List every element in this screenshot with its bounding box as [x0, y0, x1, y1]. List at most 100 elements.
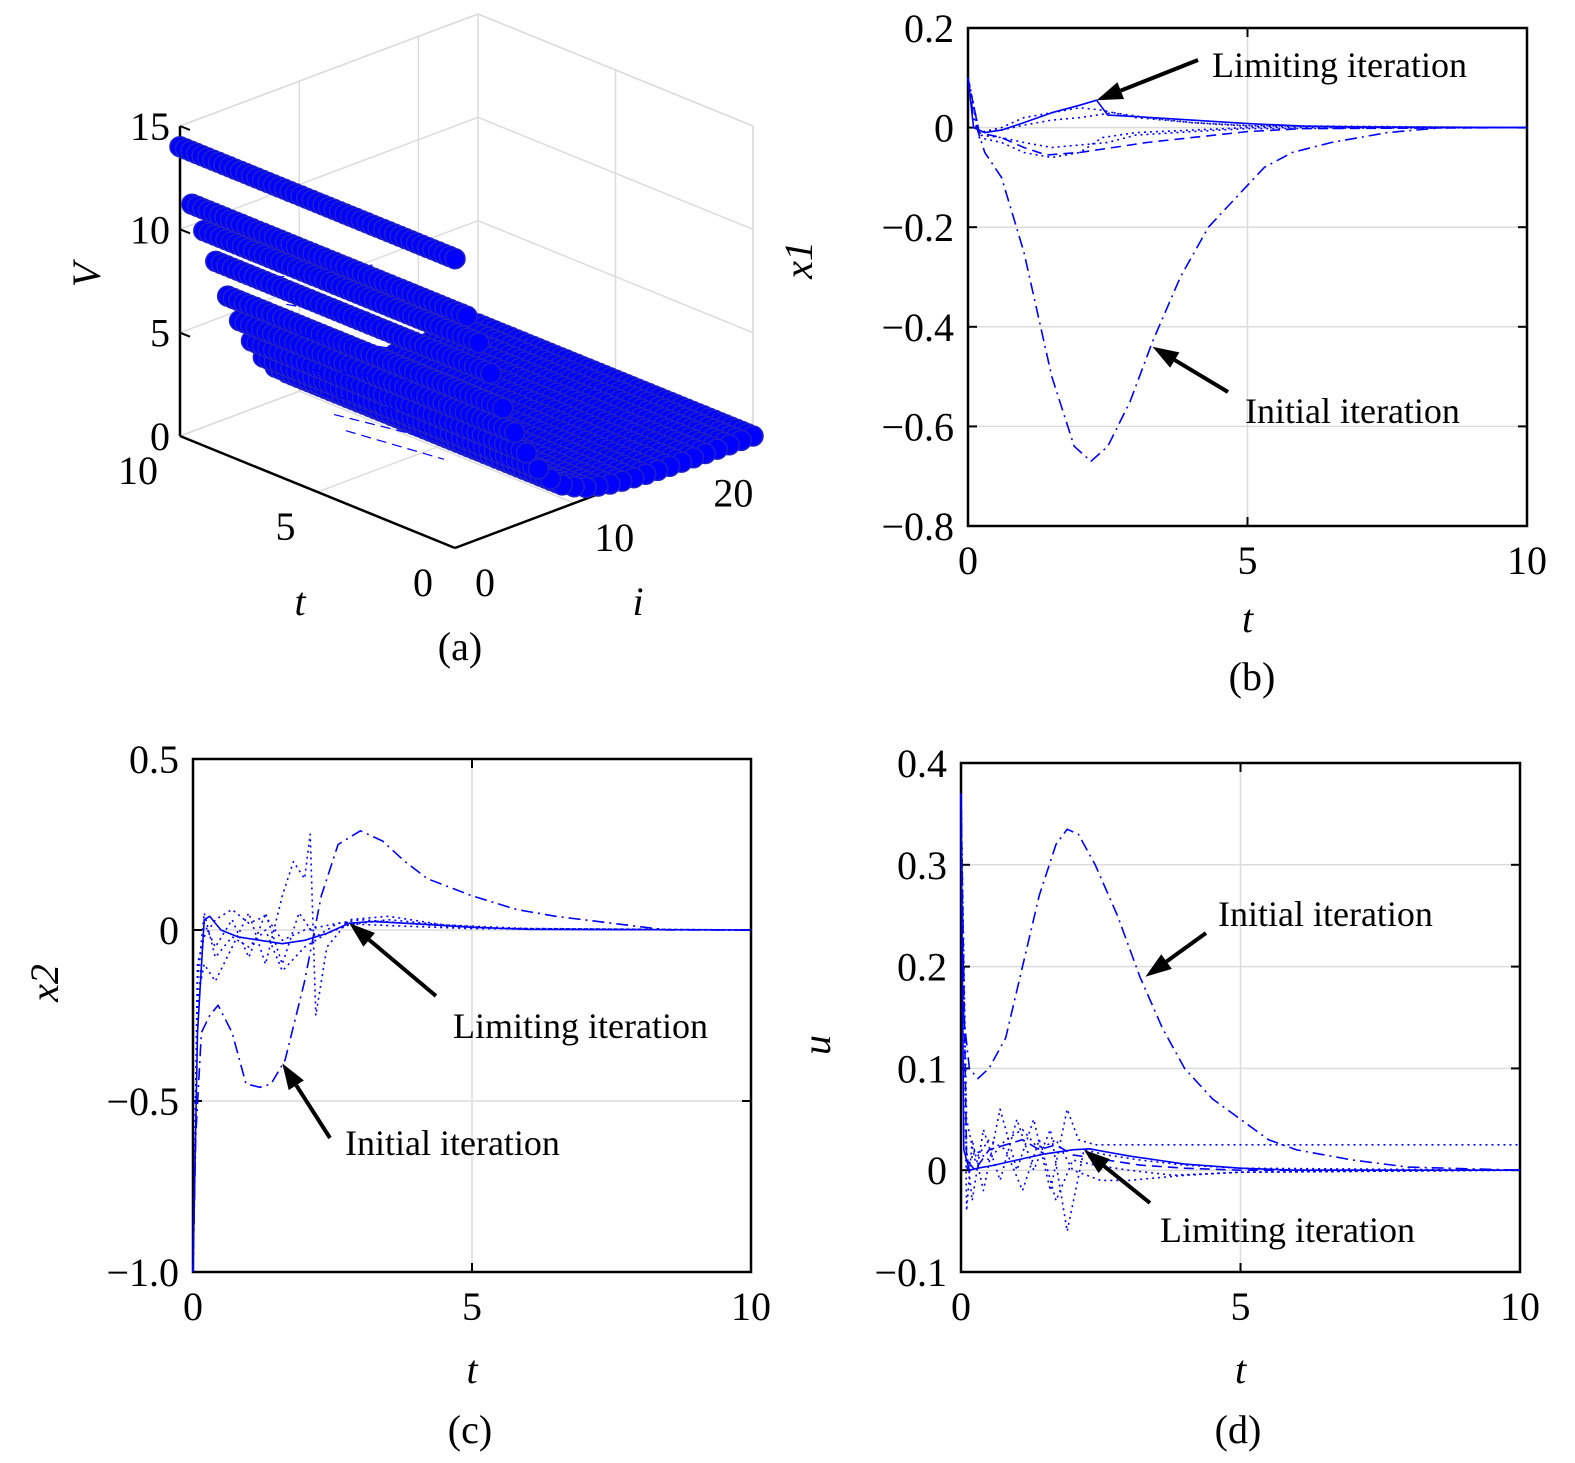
v-trend-dashed [310, 369, 409, 381]
panel-caption: (d) [1215, 1407, 1262, 1452]
series-line-dotted [960, 793, 1521, 1233]
annotation-arrow-head [1152, 346, 1180, 368]
y-tick-label: 0 [934, 106, 954, 151]
y-tick-label: −0.6 [881, 404, 954, 449]
t-tick-label: 10 [118, 448, 158, 493]
annotation-arrow-shaft [367, 938, 438, 998]
series-line-dotted [967, 77, 1528, 134]
i-tick-label: 10 [594, 515, 634, 560]
t-tick-label: 5 [276, 504, 296, 549]
series-line-dashed [967, 77, 1528, 156]
v-marker [444, 247, 466, 270]
x-tick-label: 0 [958, 538, 978, 583]
i-tick-label: 0 [475, 560, 495, 605]
x-axis-label: t [1235, 1347, 1247, 1392]
series-line-dashed [960, 793, 1520, 1171]
panel-d-u-chart: 0 5 100.40.30.20.10−0.1tu(d)Initial iterat… [794, 741, 1540, 1452]
annotation-label: Limiting iteration [453, 1006, 708, 1046]
y-tick-label: −0.4 [881, 305, 954, 350]
y-tick-label: 0 [927, 1148, 947, 1193]
y-axis-label: u [794, 1035, 839, 1055]
panel-caption: (c) [448, 1407, 492, 1452]
t-axis-label: t [294, 579, 306, 624]
y-tick-label: 0.5 [129, 737, 179, 782]
series-line-dashdot [967, 77, 1527, 463]
v-trend-dashed [333, 413, 433, 440]
v-trend-dashed [274, 264, 373, 279]
annotation-arrow-shaft [1165, 931, 1208, 964]
v-marker [468, 331, 490, 354]
y-tick-label: 0.2 [904, 6, 954, 51]
x-tick-label: 10 [731, 1284, 771, 1329]
panel-b-x1-chart: 0 5 10 0.2 0 −0.2 −0.4 −0.6 −0.8 t x1 (b) Limiting i… [776, 6, 1547, 699]
annotation-arrow-head [349, 923, 375, 947]
series-line-dotted [192, 833, 752, 1273]
y-tick-label: −0.8 [881, 504, 954, 549]
series-line-solid [960, 793, 1520, 1171]
x-tick-label: 10 [1507, 538, 1547, 583]
y-axis-label: x2 [22, 964, 67, 1003]
panel-c-x2-chart: 0 5 10 0.5 0 −0.5 −1.0 t x2 (c) Limiting iteration… [22, 737, 771, 1452]
i-axis-label: i [632, 579, 643, 624]
annotation-arrow-head [1145, 954, 1172, 977]
series-line-dotted [960, 793, 1521, 1202]
annotation-label: Initial iteration [1245, 391, 1460, 431]
v-tick [179, 228, 191, 235]
y-tick-label: −0.5 [106, 1079, 179, 1124]
annotation-arrow-head [1096, 82, 1125, 101]
annotation-label: Limiting iteration [1160, 1210, 1415, 1250]
series-line-dashdot [960, 793, 1521, 1171]
v-trend-dashed [321, 393, 421, 416]
annotation-label: Initial iteration [345, 1123, 560, 1163]
box-edge [179, 13, 479, 127]
annotation-arrow-head [282, 1063, 304, 1091]
t-axis [179, 434, 456, 550]
v-marker [515, 442, 538, 464]
x-tick-label: 10 [1500, 1284, 1540, 1329]
v-axis-label: V [64, 258, 109, 287]
v-tick-label: 5 [150, 311, 170, 356]
annotation-label: Limiting iteration [1212, 45, 1467, 85]
annotation-arrow-shaft [1173, 358, 1230, 394]
v-tick-label: 0 [150, 414, 170, 459]
v-marker [480, 362, 502, 385]
box-edge [477, 13, 754, 127]
y-tick-label: 0.3 [897, 843, 947, 888]
x-tick-label: 0 [951, 1284, 971, 1329]
y-tick-label: −0.2 [881, 205, 954, 250]
x-axis-label: t [466, 1347, 478, 1392]
v-marker [491, 397, 514, 419]
series-line-dotted [192, 912, 752, 1273]
series-line-dotted [960, 793, 1521, 1182]
panel-caption: (a) [438, 624, 482, 669]
x-tick-label: 5 [462, 1284, 482, 1329]
v-tick [179, 125, 191, 131]
series-line-dotted [967, 77, 1528, 149]
y-tick-label: 0.2 [897, 945, 947, 990]
annotation-arrow-shaft [1120, 58, 1199, 93]
v-trend-dashed [345, 430, 445, 460]
i-tick-label: 20 [713, 470, 753, 515]
annotation-arrow-shaft [294, 1084, 332, 1140]
y-tick-label: 0.4 [897, 741, 947, 786]
v-marker [527, 458, 550, 480]
v-tick-label: 10 [130, 207, 170, 252]
v-marker [503, 421, 526, 444]
v-tick-label: 15 [130, 104, 170, 149]
x-tick-label: 5 [1238, 538, 1258, 583]
y-tick-label: −0.1 [874, 1250, 947, 1295]
annotation-arrow-head [1083, 1149, 1110, 1174]
panel-caption: (b) [1229, 654, 1276, 699]
x-tick-label: 5 [1231, 1284, 1251, 1329]
y-tick-label: 0.1 [897, 1046, 947, 1091]
t-tick-label: 0 [413, 560, 433, 605]
y-axis-label: x1 [776, 241, 821, 280]
annotation-arrow-shaft [1102, 1164, 1152, 1205]
v-trend-dashed [286, 303, 385, 324]
x-tick-label: 0 [183, 1284, 203, 1329]
v-tick [179, 331, 191, 338]
v-tick [179, 435, 191, 441]
series-line-dashdot [192, 829, 751, 1273]
